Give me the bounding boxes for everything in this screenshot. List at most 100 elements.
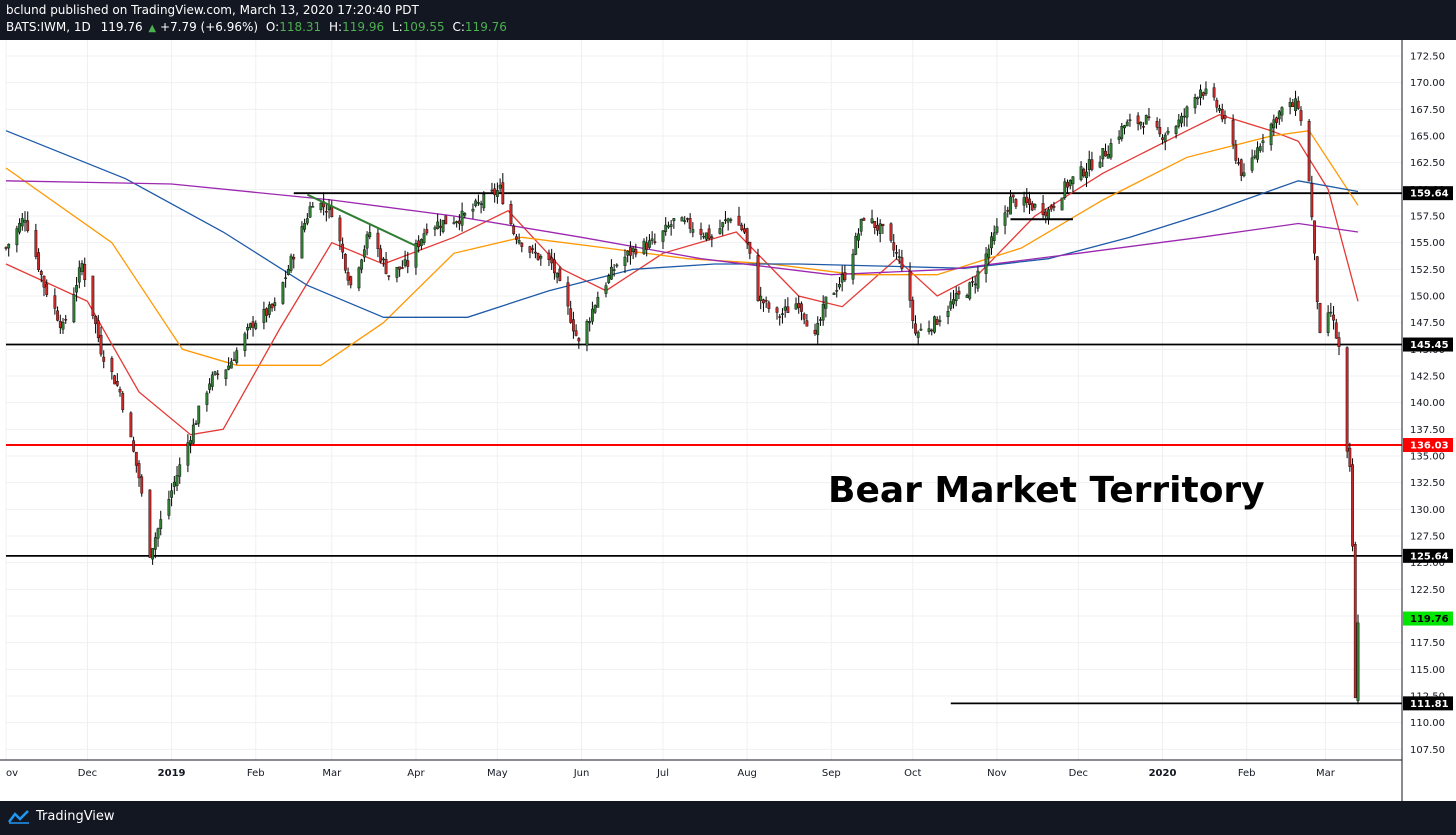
candle-body: [1011, 194, 1015, 198]
candle-body: [72, 294, 76, 323]
candle-body: [18, 222, 21, 233]
candle-body: [189, 440, 193, 444]
candle-body: [914, 323, 917, 334]
y-tick-label: 162.50: [1410, 158, 1445, 169]
candle-body: [650, 238, 654, 241]
y-tick-label: 107.50: [1410, 745, 1445, 756]
moving-average-line: [5, 130, 1359, 318]
candle-body: [1356, 622, 1360, 701]
y-tick-label: 135.00: [1410, 452, 1445, 463]
candle-body: [194, 423, 198, 425]
x-tick-label: May: [487, 768, 508, 779]
candle-body: [1030, 203, 1034, 211]
candle-body: [384, 259, 388, 274]
candle-body: [729, 219, 733, 221]
candle-body: [208, 383, 212, 390]
candle-body: [954, 293, 958, 302]
candle-body: [129, 412, 133, 438]
candle-body: [740, 224, 744, 231]
candle-body: [20, 218, 24, 227]
candle-body: [612, 269, 616, 271]
x-tick-label: Dec: [78, 768, 97, 779]
candle-body: [604, 285, 608, 294]
candle-body: [976, 270, 980, 289]
candle-body: [4, 247, 8, 249]
chart-footer: TradingView: [0, 801, 1456, 835]
time-axis[interactable]: ov Dec 2019 Feb Mar Apr May Jun Jul Aug Sep Oct Nov D…: [6, 768, 1336, 779]
candle-body: [341, 243, 345, 253]
candle-body: [797, 302, 801, 308]
candle-body: [1353, 544, 1357, 699]
moving-average-line: [5, 114, 1359, 436]
candle-body: [786, 306, 790, 313]
candle-body: [1147, 116, 1151, 119]
candle-body: [56, 310, 59, 321]
candle-body: [479, 203, 483, 205]
candle-body: [585, 321, 589, 346]
candle-body: [1158, 126, 1162, 135]
candle-body: [862, 218, 866, 221]
candle-body: [251, 321, 255, 328]
candle-body: [262, 309, 266, 323]
candle-body: [1204, 88, 1208, 95]
candle-body: [1079, 166, 1083, 180]
candle-body: [973, 283, 977, 286]
tradingview-logo-icon: [8, 809, 29, 824]
x-tick-label: 2020: [1149, 768, 1177, 779]
candle-body: [417, 240, 421, 248]
candle-body: [1220, 109, 1224, 120]
candle-body: [672, 218, 676, 222]
candle-body: [1294, 98, 1297, 112]
candle-body: [767, 302, 771, 309]
candle-body: [1351, 464, 1354, 547]
candle-body: [75, 285, 78, 293]
candle-body: [286, 269, 290, 275]
candle-body: [623, 256, 627, 266]
candle-body: [1123, 125, 1126, 129]
y-tick-label: 142.50: [1410, 372, 1445, 383]
candle-body: [436, 221, 440, 229]
candle-body: [759, 295, 763, 301]
candle-body: [952, 299, 955, 305]
candle-body: [1139, 122, 1143, 126]
candle-body: [572, 319, 575, 332]
candle-body: [455, 221, 459, 223]
tradingview-brand[interactable]: TradingView: [8, 809, 115, 824]
price-chart[interactable]: Bear Market Territory 107.50110.00112.50…: [0, 40, 1456, 801]
candle-body: [39, 270, 43, 276]
candle-body: [498, 184, 502, 189]
candle-body: [1136, 115, 1140, 124]
candle-body: [705, 232, 708, 240]
candle-body: [710, 236, 714, 239]
candle-body: [591, 308, 594, 322]
candle-body: [1066, 182, 1069, 188]
y-tick-label: 152.50: [1410, 265, 1445, 276]
candle-body: [1028, 198, 1031, 205]
x-tick-label: Jun: [573, 768, 590, 779]
candle-body: [626, 250, 630, 256]
candle-body: [1087, 159, 1091, 171]
candle-body: [813, 329, 817, 334]
x-tick-label: Aug: [737, 768, 757, 779]
candle-body: [512, 225, 516, 234]
y-tick-label: 130.00: [1410, 505, 1445, 516]
candle-body: [1106, 153, 1110, 159]
candle-body: [324, 211, 328, 213]
candle-body: [1182, 115, 1186, 118]
candle-body: [819, 319, 822, 321]
candle-body: [816, 323, 820, 336]
candle-body: [558, 268, 562, 281]
candle-body: [1098, 161, 1102, 168]
candle-body: [425, 229, 429, 234]
chart-background: [0, 40, 1456, 801]
candle-body: [115, 381, 119, 386]
candle-body: [965, 295, 969, 298]
candle-body: [170, 490, 174, 498]
candle-body: [1329, 311, 1333, 314]
candle-body: [669, 224, 673, 227]
candle-body: [1201, 92, 1205, 96]
candle-body: [23, 219, 27, 223]
y-tick-label: 165.00: [1410, 132, 1445, 143]
candle-body: [574, 330, 578, 336]
candle-body: [1117, 136, 1121, 140]
